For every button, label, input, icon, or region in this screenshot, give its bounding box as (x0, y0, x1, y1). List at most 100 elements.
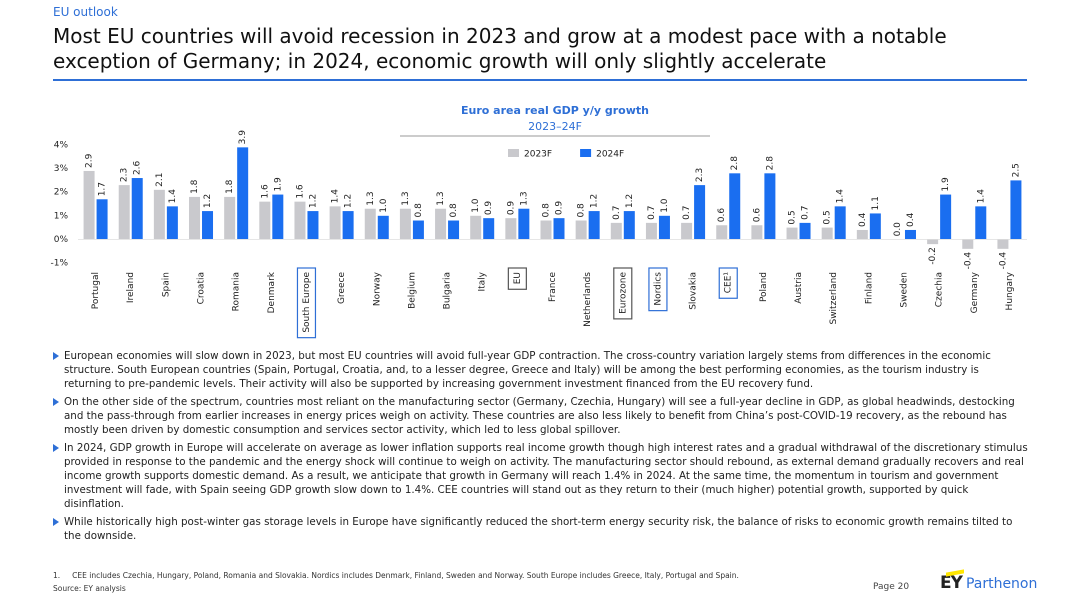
chart-subtitle: 2023–24F (528, 120, 582, 133)
value-label: 1.3 (401, 191, 411, 205)
x-tick-label: South Europe (302, 272, 312, 333)
x-tick-label: Spain (161, 272, 171, 297)
x-tick-label: Eurozone (618, 272, 628, 314)
value-label: 1.3 (366, 191, 376, 205)
value-label: 1.3 (436, 191, 446, 205)
chart-title: Euro area real GDP y/y growth (461, 104, 649, 117)
value-label: 0.8 (542, 203, 552, 218)
legend-label: 2023F (524, 150, 552, 160)
y-tick-label: 4% (54, 141, 69, 151)
bar (307, 211, 319, 240)
value-label: 1.8 (190, 179, 200, 194)
legend-swatch (508, 149, 519, 157)
value-label: 0.5 (823, 210, 833, 224)
bar (377, 215, 389, 240)
bar (470, 215, 482, 240)
bar (821, 227, 833, 240)
x-tick-label: Netherlands (583, 272, 593, 327)
x-tick-label: Finland (864, 272, 874, 304)
bar (540, 220, 552, 240)
bar (588, 211, 600, 240)
page-number: Page 20 (873, 582, 910, 592)
value-label: 3.9 (238, 130, 248, 145)
bullet: In 2024, GDP growth in Europe will accel… (52, 441, 1028, 511)
x-tick-label: Switzerland (829, 272, 839, 325)
y-tick-label: 3% (54, 164, 69, 174)
value-label: 1.9 (941, 177, 951, 192)
value-label: 0.7 (801, 206, 811, 220)
bar (329, 206, 341, 240)
bar (940, 194, 952, 240)
bar (364, 208, 376, 240)
value-label: 0.8 (414, 203, 424, 218)
bar (294, 201, 306, 240)
value-label: 0.6 (717, 208, 727, 223)
x-tick-label: Norway (372, 271, 382, 306)
x-tick-label: Poland (759, 272, 769, 302)
category-box (296, 267, 317, 339)
value-label: 1.2 (203, 194, 213, 208)
value-label: 0.0 (893, 222, 903, 237)
value-label: 2.8 (730, 156, 740, 171)
legend-swatch (580, 149, 592, 157)
value-label: 1.3 (519, 191, 529, 205)
category-box (648, 267, 668, 312)
category-box (718, 267, 738, 299)
x-tick-label: Ireland (126, 272, 136, 303)
bar (399, 208, 411, 240)
x-tick-label: France (548, 272, 558, 302)
bar (153, 189, 165, 240)
value-label: 1.7 (98, 182, 108, 196)
bar (764, 173, 776, 240)
x-tick-label: EU (513, 272, 523, 284)
bar (716, 225, 728, 240)
value-label: 0.5 (788, 210, 798, 224)
bar (131, 178, 143, 240)
source: Source: EY analysis (53, 584, 126, 593)
chart: Euro area real GDP y/y growth 2023–24F -… (50, 104, 1027, 339)
value-label: 1.6 (260, 184, 270, 199)
bar (272, 194, 284, 240)
value-label: 0.7 (682, 206, 692, 220)
bar (997, 239, 1009, 249)
bar (904, 229, 916, 240)
value-label: 1.1 (871, 196, 881, 210)
value-label: 2.3 (695, 168, 705, 182)
value-label: 1.6 (295, 184, 305, 199)
bar (553, 218, 565, 240)
bar (729, 173, 741, 240)
value-label: 1.0 (471, 198, 481, 213)
x-tick-label: Croatia (197, 272, 207, 304)
x-tick-label: Nordics (653, 272, 663, 306)
bar (575, 220, 587, 240)
bar (202, 211, 214, 240)
bullet-list: European economies will slow down in 202… (52, 349, 1028, 547)
bar (412, 220, 424, 240)
section-label: EU outlook (53, 5, 118, 19)
footnote-text: CEE includes Czechia, Hungary, Poland, R… (72, 571, 739, 580)
bar (505, 218, 517, 240)
y-tick-label: 1% (54, 211, 69, 221)
y-tick-label: -1% (50, 259, 68, 269)
value-label: 1.2 (590, 194, 600, 208)
bar (96, 199, 108, 240)
value-label: 0.9 (555, 201, 565, 216)
bar (856, 229, 868, 240)
value-label: 0.6 (752, 208, 762, 223)
x-tick-label: Germany (970, 271, 980, 313)
bar (189, 196, 201, 240)
value-label: 1.4 (976, 189, 986, 204)
value-label: 0.4 (906, 212, 916, 227)
x-tick-label: Denmark (267, 271, 277, 313)
bar (435, 208, 447, 240)
value-label: 0.7 (647, 206, 657, 220)
category-box (507, 267, 527, 290)
x-tick-label: Greece (337, 272, 347, 304)
value-label: 0.8 (449, 203, 459, 218)
bar (118, 185, 130, 240)
x-tick-label: Italy (478, 271, 488, 291)
footnote: 1. CEE includes Czechia, Hungary, Poland,… (53, 571, 751, 580)
bar (869, 213, 881, 240)
x-tick-label: Austria (794, 272, 804, 304)
